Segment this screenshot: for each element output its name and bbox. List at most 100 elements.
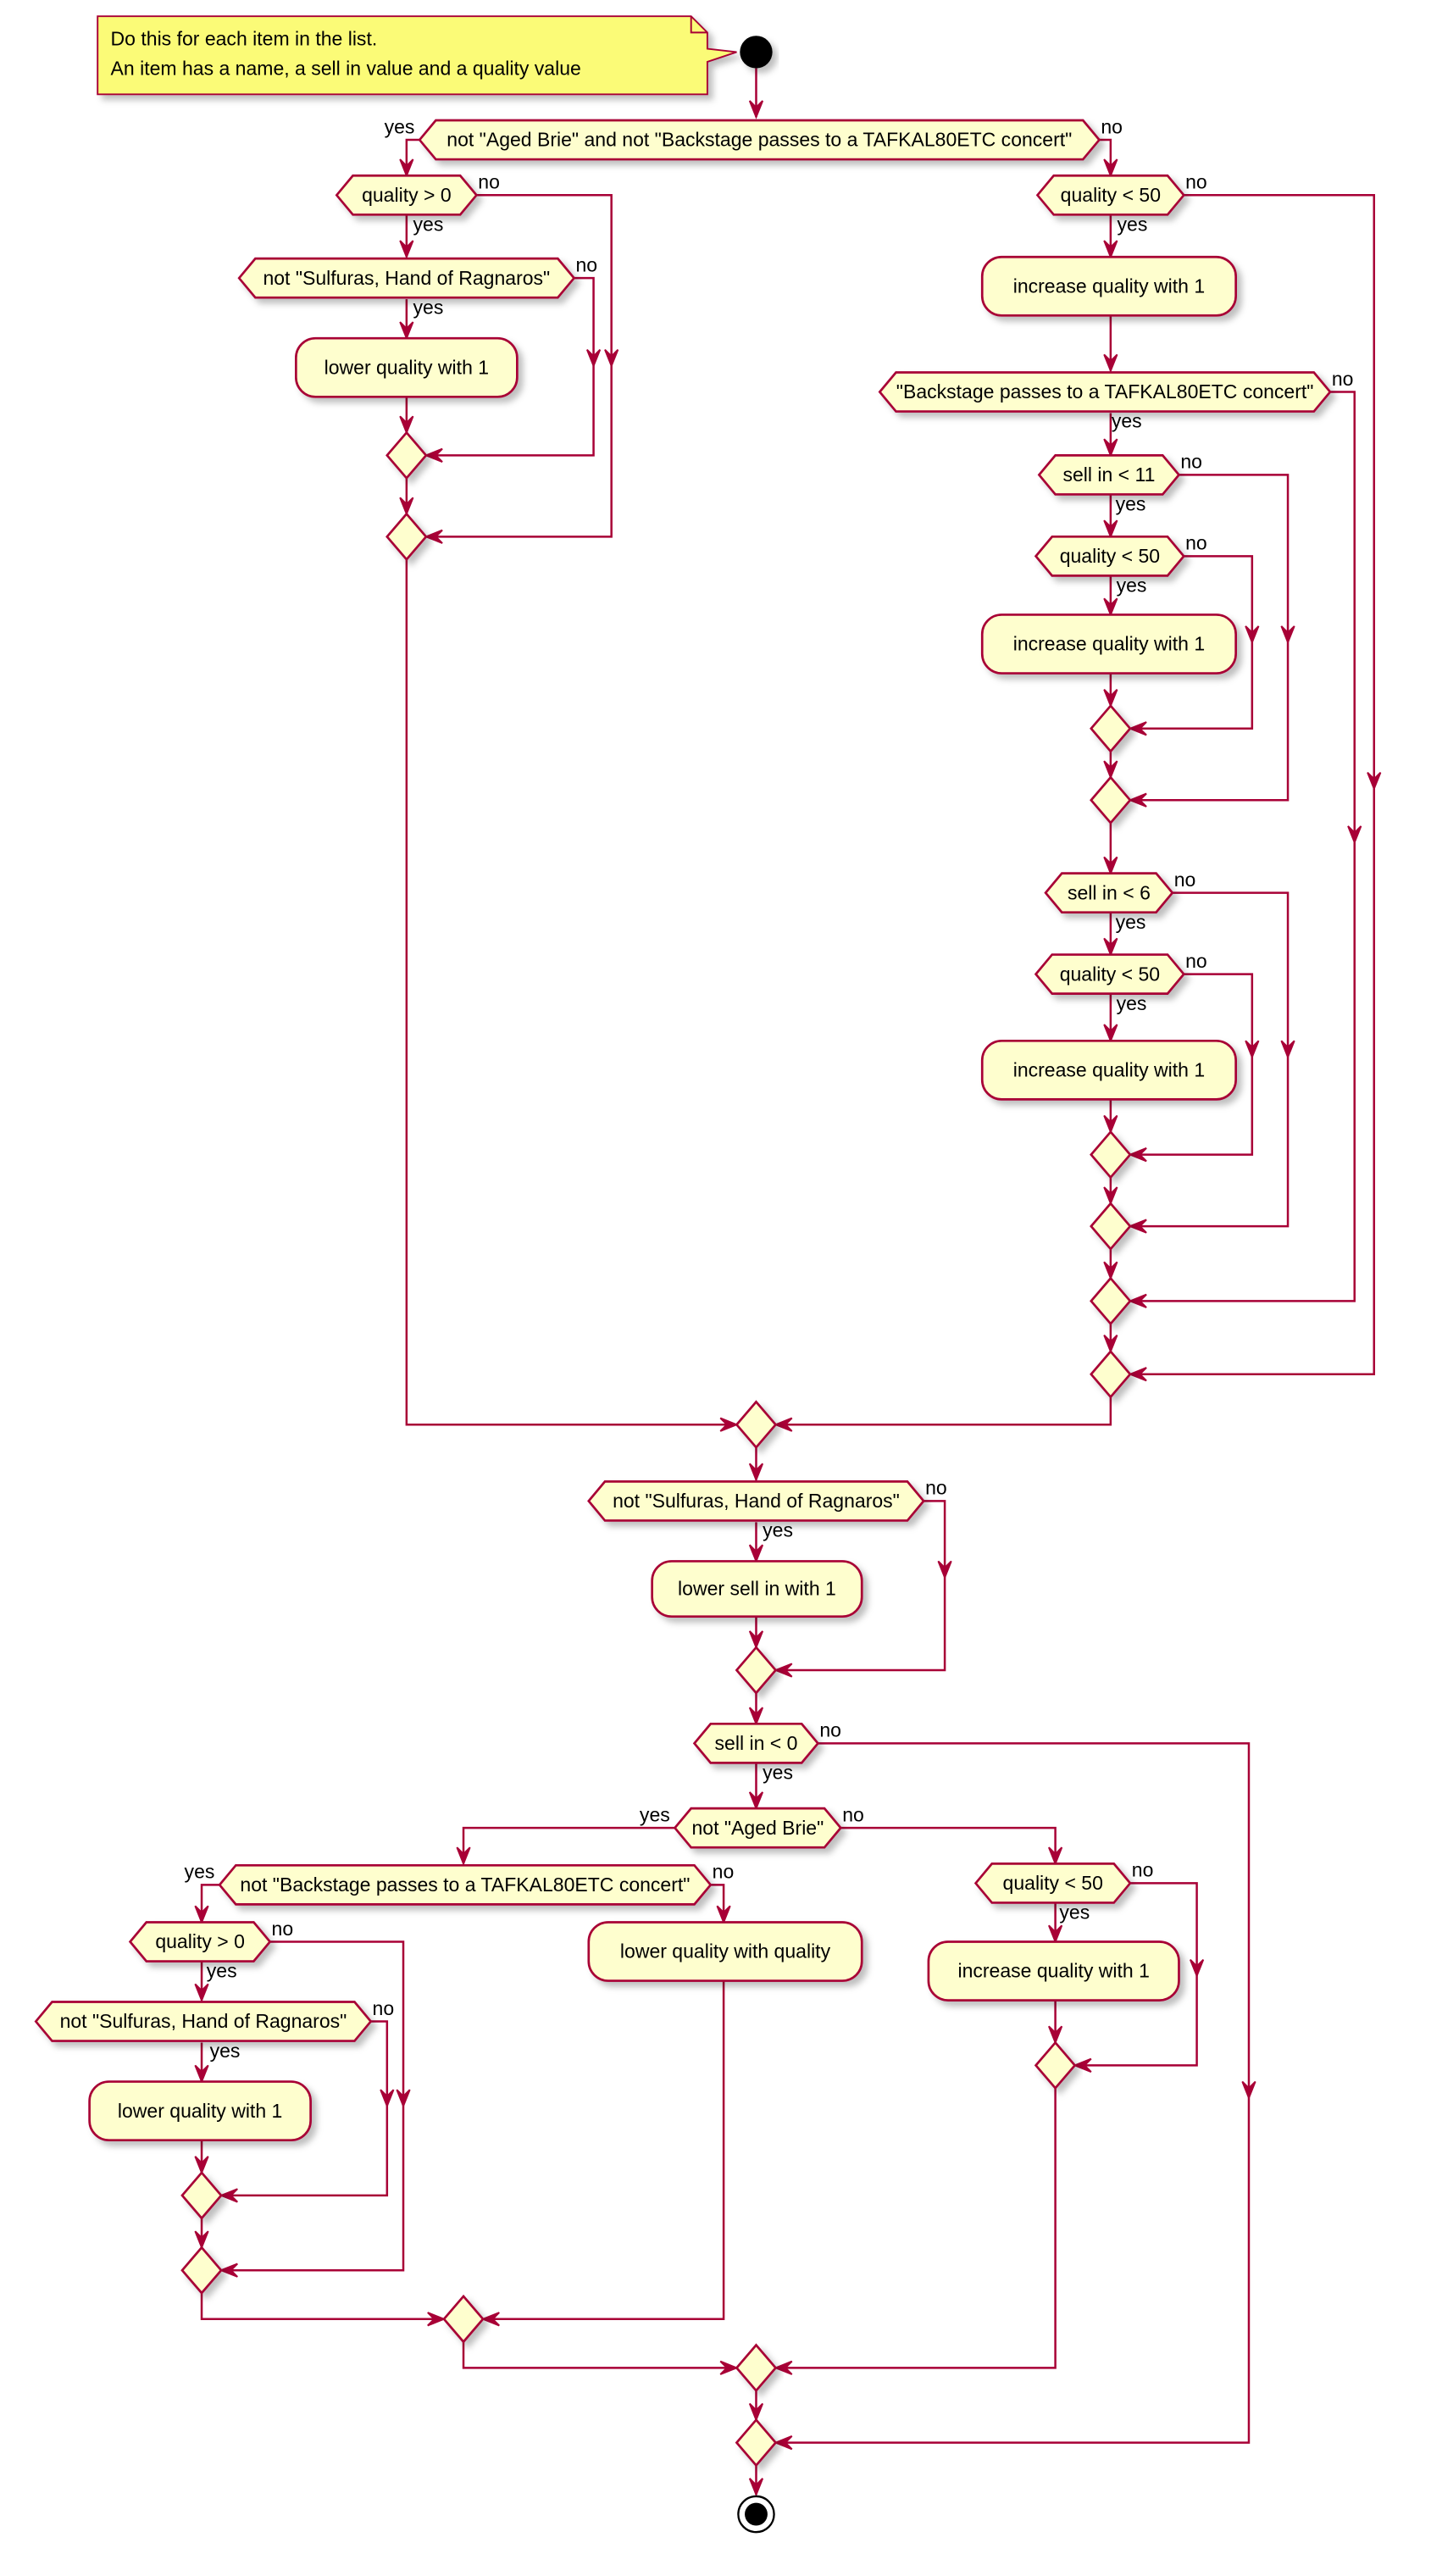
start-node xyxy=(740,36,773,69)
decision-d2: quality > 0 yes no xyxy=(335,171,500,236)
arrowhead-icon xyxy=(194,1905,209,1925)
arrowhead-icon xyxy=(1103,856,1118,876)
arrowhead-icon xyxy=(1103,689,1118,708)
arrowhead-icon xyxy=(1280,1040,1295,1060)
arrowhead-icon xyxy=(1103,1186,1118,1206)
note-line: Do this for each item in the list. xyxy=(111,28,378,50)
arrowhead-icon xyxy=(1103,1261,1118,1281)
flow-edge xyxy=(221,2020,389,2197)
yes-label: yes xyxy=(763,1762,793,1784)
decision-d9: quality < 50 yes no xyxy=(1034,950,1207,1014)
arrowhead-icon xyxy=(748,1544,764,1564)
arrowhead-icon xyxy=(456,1846,471,1866)
arrowhead-icon xyxy=(396,2089,411,2108)
arrowhead-icon xyxy=(585,348,602,369)
arrowhead-icon xyxy=(219,2262,238,2278)
arrowhead-icon xyxy=(604,348,619,369)
arrowhead-icon xyxy=(748,1707,764,1726)
action-label: lower quality with 1 xyxy=(118,2100,282,2122)
arrowhead-icon xyxy=(1103,158,1118,178)
yes-label: yes xyxy=(413,214,444,236)
decision-d12: not "Aged Brie" yes no xyxy=(640,1803,864,1849)
merge-node xyxy=(1090,1276,1132,1326)
yes-label: yes xyxy=(1118,214,1148,236)
no-label: no xyxy=(1185,950,1207,972)
decision-label: quality < 50 xyxy=(1060,545,1160,567)
no-label: no xyxy=(1174,869,1196,891)
yes-label: yes xyxy=(1116,493,1146,515)
action-a7: lower quality with 1 xyxy=(88,2080,312,2141)
arrowhead-icon xyxy=(773,2435,793,2451)
arrowhead-icon xyxy=(1103,353,1118,374)
action-label: increase quality with 1 xyxy=(1013,1059,1205,1081)
action-label: increase quality with 1 xyxy=(1013,275,1205,297)
decision-label: sell in < 6 xyxy=(1068,881,1151,903)
decision-label: not "Aged Brie" and not "Backstage passe… xyxy=(446,129,1072,151)
arrowhead-icon xyxy=(719,1417,740,1432)
arrowhead-icon xyxy=(748,2402,764,2423)
flow-edge xyxy=(775,1742,1251,2444)
arrowhead-icon xyxy=(1103,937,1118,958)
arrowhead-icon xyxy=(427,2312,446,2327)
merge-node xyxy=(442,2294,485,2344)
arrowhead-icon xyxy=(1128,1367,1147,1382)
merge-node xyxy=(735,2418,778,2468)
decision-d11: sell in < 0 yes no xyxy=(692,1719,841,1784)
flow-edge xyxy=(1099,138,1112,176)
decision-d6: sell in < 11 yes no xyxy=(1037,451,1202,515)
yes-label: yes xyxy=(1059,1901,1090,1924)
arrowhead-icon xyxy=(399,158,414,178)
arrowhead-icon xyxy=(1103,597,1118,618)
flow-edge xyxy=(1129,391,1356,1302)
no-label: no xyxy=(1185,171,1207,193)
arrowhead-icon xyxy=(424,447,443,463)
decision-label: quality < 50 xyxy=(1060,963,1160,985)
arrowhead-icon xyxy=(219,2188,238,2203)
flow-edge xyxy=(405,559,737,1426)
arrowhead-icon xyxy=(1128,721,1147,736)
decision-label: not "Backstage passes to a TAFKAL80ETC c… xyxy=(240,1874,690,1896)
decision-d4: quality < 50 yes no xyxy=(1035,171,1207,236)
end-node xyxy=(737,2495,775,2534)
merge-node xyxy=(385,430,428,480)
arrowhead-icon xyxy=(399,497,414,517)
arrowhead-icon xyxy=(937,1560,952,1580)
merge-node xyxy=(1090,775,1132,825)
nodes: Do this for each item in the list. An ite… xyxy=(34,15,1353,2534)
flow-edge xyxy=(840,1826,1057,1864)
flow-edge xyxy=(775,1500,946,1672)
arrowhead-icon xyxy=(1048,1924,1063,1945)
action-a5: lower sell in with 1 xyxy=(651,1560,863,1618)
decision-d10: not "Sulfuras, Hand of Ragnaros" yes no xyxy=(587,1477,947,1541)
action-label: lower sell in with 1 xyxy=(678,1578,836,1600)
arrowhead-icon xyxy=(1103,760,1118,780)
flow-edge xyxy=(1129,891,1290,1228)
arrowhead-icon xyxy=(716,1905,731,1925)
action-label: increase quality with 1 xyxy=(1013,633,1205,655)
action-a6: lower quality with quality xyxy=(587,1921,863,1982)
no-label: no xyxy=(575,254,597,276)
action-a1: lower quality with 1 xyxy=(295,336,519,398)
arrowhead-icon xyxy=(773,1663,793,1678)
decision-d8: sell in < 6 yes no xyxy=(1044,869,1196,933)
decision-d14: quality > 0 yes no xyxy=(128,1918,293,1982)
decision-d5: "Backstage passes to a TAFKAL80ETC conce… xyxy=(878,368,1353,432)
yes-label: yes xyxy=(1116,911,1146,933)
yes-label: yes xyxy=(1112,410,1142,432)
no-label: no xyxy=(819,1719,841,1741)
decision-d1: not "Aged Brie" and not "Backstage passe… xyxy=(385,115,1123,161)
merge-node xyxy=(1090,703,1132,753)
arrowhead-icon xyxy=(1128,1219,1147,1234)
no-label: no xyxy=(1185,532,1207,554)
yes-label: yes xyxy=(385,115,415,137)
no-label: no xyxy=(842,1803,864,1825)
yes-label: yes xyxy=(207,1960,237,1982)
merge-node xyxy=(180,2170,223,2220)
flow-edge xyxy=(405,138,420,176)
flow-edge xyxy=(200,2293,444,2321)
yes-label: yes xyxy=(763,1519,793,1541)
yes-label: yes xyxy=(1117,992,1147,1014)
arrowhead-icon xyxy=(1103,519,1118,539)
arrowhead-icon xyxy=(1103,240,1118,259)
flow-edge xyxy=(483,1980,725,2321)
